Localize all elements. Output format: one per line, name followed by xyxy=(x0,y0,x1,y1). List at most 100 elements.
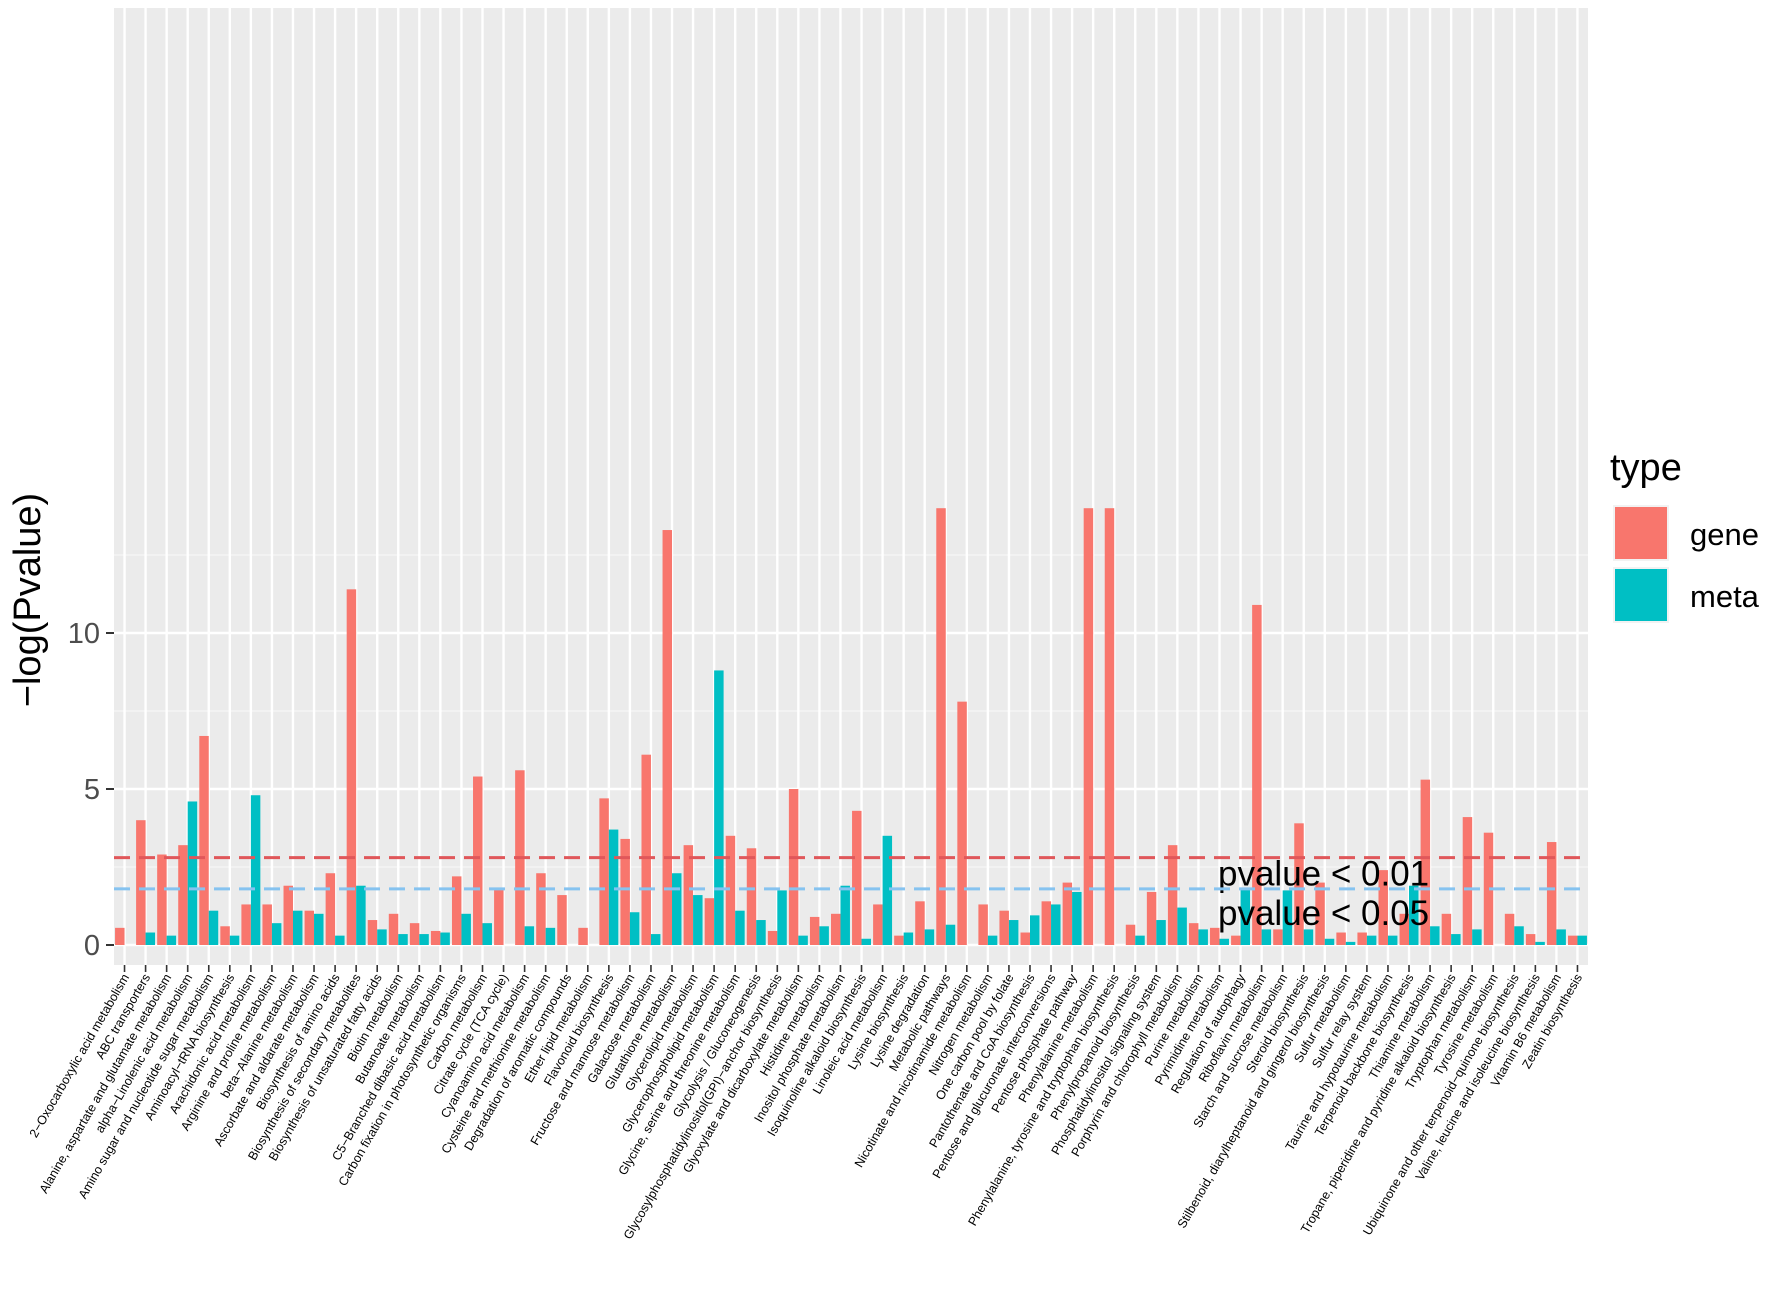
bar-gene xyxy=(1357,932,1367,945)
bar-gene xyxy=(136,820,146,945)
bar-gene xyxy=(262,904,272,945)
bar-meta xyxy=(1409,885,1419,945)
bar-meta xyxy=(903,932,914,945)
bar-gene xyxy=(599,798,609,945)
y-tick-label: 5 xyxy=(84,774,100,806)
bar-gene xyxy=(1273,929,1283,945)
bar-gene xyxy=(620,838,630,945)
bar-meta xyxy=(608,829,619,945)
bar-gene xyxy=(241,904,251,945)
bar-gene xyxy=(1188,923,1199,945)
bar-meta xyxy=(1556,929,1566,945)
bar-meta xyxy=(208,910,219,945)
bar-gene xyxy=(1020,932,1030,945)
reference-line-label: pvalue < 0.05 xyxy=(1218,894,1429,933)
bar-gene xyxy=(1504,913,1515,945)
bar-meta xyxy=(377,929,387,945)
bar-gene xyxy=(1104,508,1115,945)
bar-gene xyxy=(1378,870,1388,945)
bar-gene xyxy=(830,913,841,945)
bar-gene xyxy=(557,895,567,945)
bar-meta xyxy=(1072,891,1082,945)
bar-gene xyxy=(304,910,315,945)
bar-meta xyxy=(335,935,345,945)
bar-gene xyxy=(725,835,736,945)
bar-meta xyxy=(1240,888,1251,945)
bar-meta xyxy=(756,920,766,945)
bar-gene xyxy=(367,920,378,945)
bar-gene xyxy=(1441,913,1452,945)
bar-meta xyxy=(1219,938,1229,945)
bar-meta xyxy=(292,910,303,945)
bar-meta xyxy=(672,873,682,945)
bar-gene xyxy=(1231,935,1241,945)
bar-meta xyxy=(145,932,156,945)
bar-meta xyxy=(1135,935,1145,945)
bar-gene xyxy=(704,898,715,945)
bar-gene xyxy=(199,735,209,945)
bar-gene xyxy=(1483,832,1494,945)
bar-gene xyxy=(409,923,420,945)
bar-gene xyxy=(325,873,336,945)
bar-meta xyxy=(861,938,872,945)
bar-gene xyxy=(788,789,799,945)
legend-label-meta: meta xyxy=(1690,579,1760,614)
bar-meta xyxy=(545,927,556,945)
bar-meta xyxy=(1324,938,1335,945)
bar-meta xyxy=(924,929,935,945)
bar-gene xyxy=(388,913,399,945)
bar-meta xyxy=(1282,890,1293,945)
bar-meta xyxy=(1514,926,1524,945)
bar-meta xyxy=(1451,934,1461,945)
bar-gene xyxy=(662,530,673,945)
legend: type gene meta xyxy=(1610,447,1760,623)
y-axis: 0 5 10 xyxy=(68,618,114,962)
bar-gene xyxy=(1546,842,1557,945)
bar-meta xyxy=(419,934,429,945)
bar-meta xyxy=(1366,935,1377,945)
bar-gene xyxy=(1167,845,1178,945)
bar-meta xyxy=(693,895,703,945)
bar-meta xyxy=(650,934,661,945)
bar-meta xyxy=(1029,915,1040,945)
bar-gene xyxy=(1062,882,1073,945)
bar-gene xyxy=(1083,508,1094,945)
bar-meta xyxy=(714,670,724,945)
bar-meta xyxy=(271,923,282,945)
bar-gene xyxy=(494,888,504,945)
bar-meta xyxy=(398,934,408,945)
bar-meta xyxy=(1472,929,1482,945)
bar-gene xyxy=(1252,604,1262,945)
bar-gene xyxy=(957,701,967,945)
bar-gene xyxy=(978,904,988,945)
bar-gene xyxy=(220,926,230,945)
bar-gene xyxy=(1420,779,1431,945)
bar-meta xyxy=(1261,929,1272,945)
bar-gene xyxy=(451,876,462,945)
y-tick-label: 10 xyxy=(68,618,100,650)
bar-gene xyxy=(157,854,167,945)
bar-meta xyxy=(1008,920,1019,945)
bar-meta xyxy=(461,913,471,945)
reference-line-label: pvalue < 0.01 xyxy=(1218,855,1429,894)
bar-gene xyxy=(999,910,1009,945)
bar-meta xyxy=(1345,941,1356,945)
y-axis-label: −log(Pvalue) xyxy=(7,493,49,707)
bar-meta xyxy=(356,885,366,945)
bar-meta xyxy=(250,795,261,945)
bar-gene xyxy=(641,754,651,945)
bar-meta xyxy=(1198,929,1208,945)
bar-meta xyxy=(229,935,240,945)
bar-meta xyxy=(798,935,808,945)
bar-gene xyxy=(1315,882,1325,945)
legend-swatch-meta xyxy=(1615,569,1667,621)
bar-meta xyxy=(1387,935,1398,945)
bar-gene xyxy=(852,810,862,945)
bar-meta xyxy=(524,926,535,945)
bars xyxy=(115,508,1587,945)
bar-meta xyxy=(882,835,893,945)
bar-gene xyxy=(915,901,925,945)
